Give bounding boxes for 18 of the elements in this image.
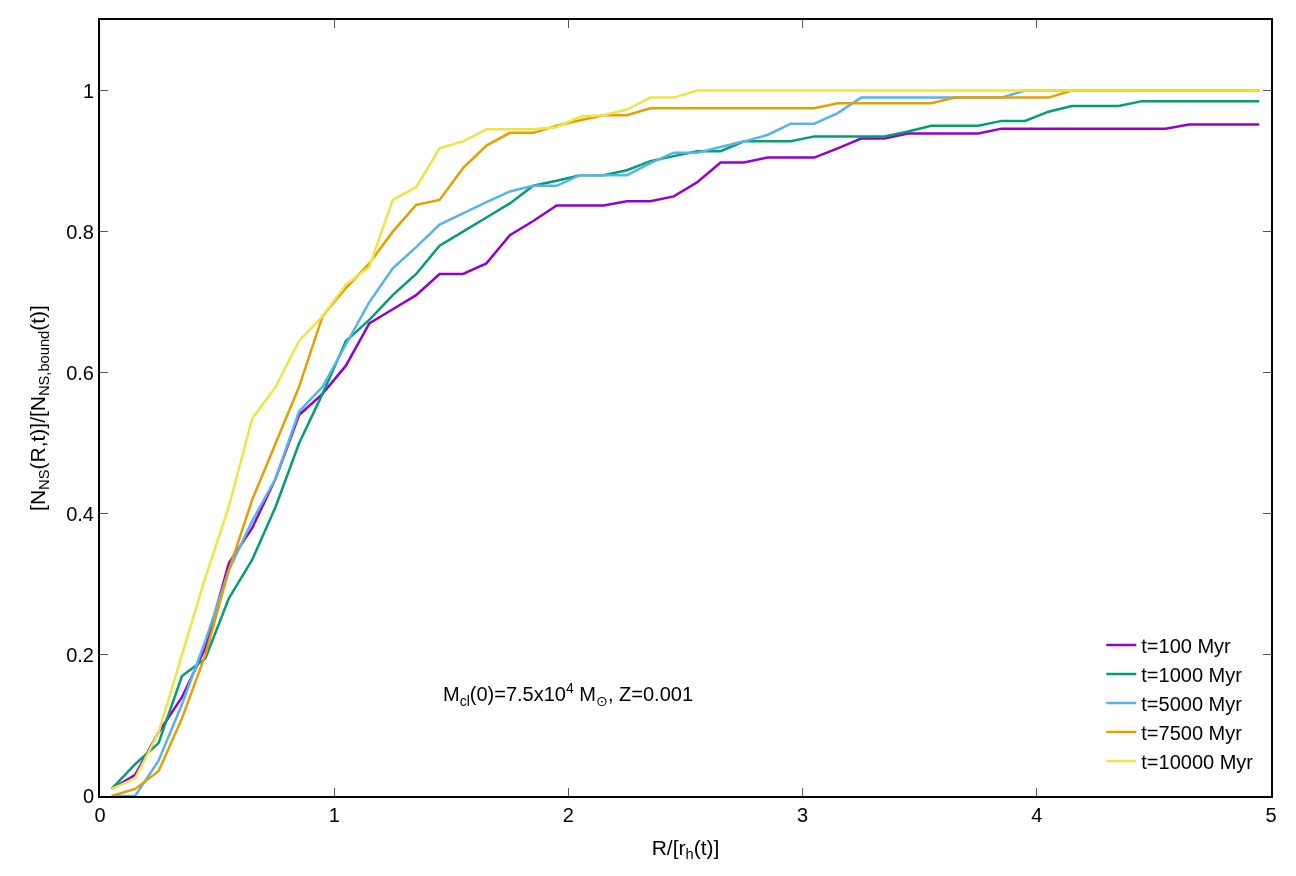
- x-tick-label: 4: [1031, 804, 1043, 826]
- y-tick-label: 0.8: [66, 220, 94, 243]
- y-tick-label: 1: [82, 79, 94, 102]
- legend-label: t=100 Myr: [1141, 634, 1232, 657]
- x-axis-title: R/[r$_{h}$(t)]: [651, 835, 720, 863]
- legend-label: t=10000 Myr: [1141, 750, 1254, 773]
- x-tick-label: 1: [328, 804, 340, 826]
- y-tick-label: 0: [82, 785, 94, 807]
- y-tick-label: 0.6: [66, 361, 94, 384]
- y-tick-label: 0.2: [66, 643, 94, 666]
- legend-label: t=5000 Myr: [1141, 692, 1243, 715]
- x-tick-label: 2: [562, 804, 574, 826]
- y-tick-label: 0.4: [66, 502, 94, 525]
- x-tick-label: 3: [797, 804, 809, 826]
- legend-label: t=7500 Myr: [1141, 721, 1243, 744]
- annotation: M$_{cl}$(0)=7.5x10$^{4}$ M$_{⊙}$, Z=0.001: [443, 680, 694, 709]
- legend-label: t=1000 Myr: [1141, 663, 1243, 686]
- x-tick-label: 5: [1265, 804, 1277, 826]
